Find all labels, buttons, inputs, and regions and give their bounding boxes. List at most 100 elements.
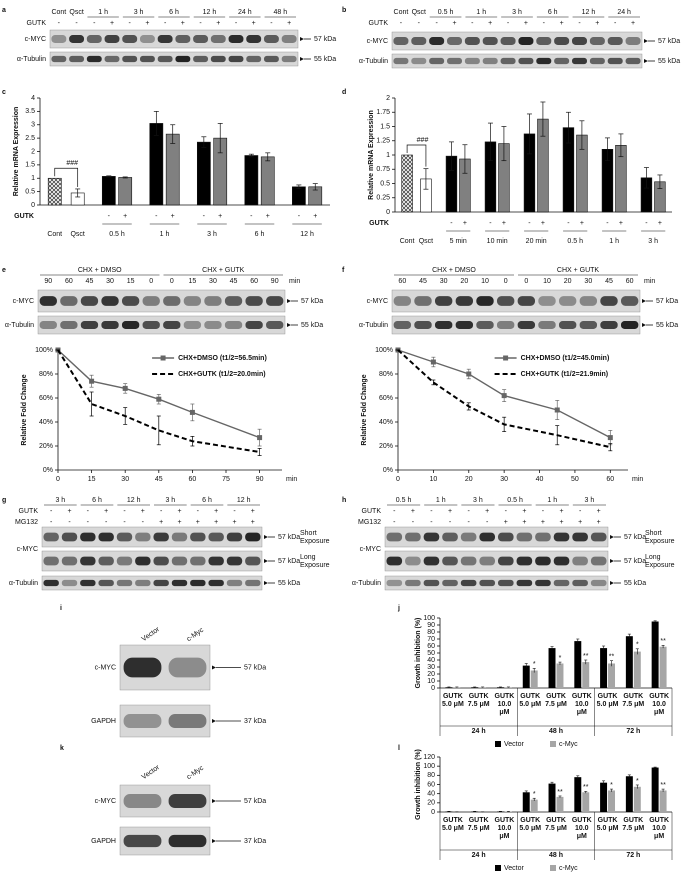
blot-band: [104, 55, 120, 63]
blot-band: [142, 296, 160, 306]
blot-band: [479, 532, 496, 542]
size-marker: 55 kDa: [658, 58, 680, 65]
lane-label: -: [486, 519, 489, 526]
lane-label: +: [578, 519, 582, 526]
bar: [165, 133, 180, 206]
blot-band: [479, 579, 496, 587]
bar: [47, 177, 62, 206]
blot-band: [226, 579, 243, 587]
blot-band: [168, 834, 207, 848]
bar: [196, 141, 211, 206]
sign-label: +: [218, 213, 222, 220]
lane-label: +: [411, 508, 415, 515]
y-tick-label: 120: [423, 754, 435, 761]
blot-band: [39, 296, 57, 306]
lane-label: -: [197, 508, 200, 515]
lane-label: -: [50, 508, 53, 515]
blot-band: [620, 321, 639, 329]
y-tick-label: 1: [31, 175, 35, 182]
legend-swatch: [495, 865, 501, 871]
panel-letter: f: [342, 267, 345, 274]
lane-label: 30: [209, 278, 217, 285]
lane-label: -: [449, 519, 452, 526]
blot-band: [414, 321, 432, 329]
sign-label: -: [298, 213, 301, 220]
blot-band: [281, 55, 297, 63]
point-marker: [122, 385, 128, 391]
y-tick-label: 0: [431, 685, 435, 692]
blot-band: [69, 35, 85, 43]
blot-band: [208, 556, 224, 566]
blot-band: [80, 579, 96, 587]
category-label: 10.0: [575, 701, 589, 708]
lane-label: -: [164, 20, 167, 27]
category-label: GUTK: [443, 817, 463, 824]
lane-label: +: [141, 508, 145, 515]
bar: [556, 796, 564, 812]
blot-band: [139, 55, 155, 63]
unit-label: min: [644, 278, 655, 285]
blot-background: [37, 315, 286, 335]
blot-band: [163, 321, 181, 329]
blot-band: [246, 55, 262, 63]
lane-label: +: [251, 519, 255, 526]
legend-label: CHX+DMSO (t1/2=56.5min): [178, 355, 267, 362]
blot-band: [101, 321, 119, 329]
bar: [556, 663, 564, 688]
lane-group-label: Qsct: [412, 9, 426, 16]
lane-label: 10: [543, 278, 551, 285]
lane-label: +: [177, 508, 181, 515]
lane-row-label: GUTK: [27, 20, 47, 27]
significance-label: *: [636, 778, 639, 785]
category-label: 10.0: [652, 701, 666, 708]
lane-label: -: [430, 508, 433, 515]
blot-band: [405, 579, 421, 587]
significance-label: *: [610, 782, 613, 789]
lane-label: +: [216, 20, 220, 27]
lane-label: -: [507, 20, 510, 27]
blot-band: [460, 532, 477, 542]
group-label: Cont: [400, 238, 415, 245]
lane-label: 90: [271, 278, 279, 285]
x-tick-label: 20: [465, 476, 473, 483]
category-label: 5.0 μM: [597, 701, 619, 708]
group-label: 3 h: [648, 238, 658, 245]
blot-band: [405, 556, 421, 566]
lane-label: -: [393, 508, 396, 515]
legend-swatch: [550, 741, 556, 747]
blot-band: [135, 556, 151, 566]
panel-letter: a: [2, 7, 6, 14]
y-axis-label: Relative mRNA Expression: [13, 107, 20, 197]
x-tick-label: 50: [571, 476, 579, 483]
y-tick-label: 80%: [379, 371, 393, 378]
size-marker: 57 kDa: [278, 534, 300, 541]
blot-band: [121, 321, 140, 329]
x-tick-label: 0: [56, 476, 60, 483]
category-label: 10.0: [498, 701, 512, 708]
significance-label: *: [533, 661, 536, 668]
lane-label: 45: [419, 278, 427, 285]
y-axis-label: Growth inhibition (%): [415, 749, 422, 820]
blot-band: [393, 37, 409, 45]
sign-row-label: GUTK: [369, 220, 389, 227]
lane-label: -: [123, 519, 126, 526]
blot-band: [572, 556, 588, 566]
sign-label: -: [250, 213, 253, 220]
blot-band: [183, 296, 202, 306]
blot-band: [536, 37, 552, 45]
legend-label: CHX+GUTK (t1/2=20.0min): [178, 371, 266, 378]
blot-background: [41, 550, 263, 572]
blot-band: [69, 55, 85, 63]
blot-band: [204, 296, 222, 306]
blot-band: [589, 37, 605, 45]
sign-label: -: [450, 220, 453, 227]
blot-band: [625, 57, 641, 65]
lane-group-label: 0.5 h: [507, 497, 523, 504]
blot-band: [414, 296, 432, 306]
y-tick-label: 0.5: [25, 188, 35, 195]
blot-band: [80, 532, 96, 542]
y-tick-label: 1.25: [376, 138, 390, 145]
category-label: GUTK: [546, 817, 566, 824]
blot-band: [554, 37, 570, 45]
